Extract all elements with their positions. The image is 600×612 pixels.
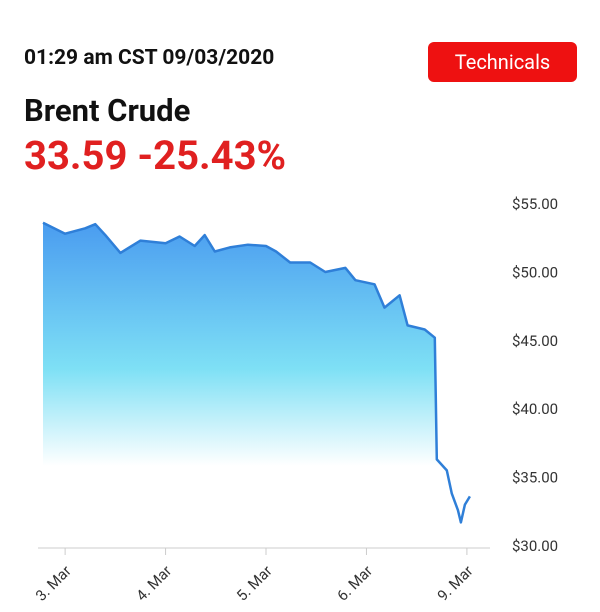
x-tick-label: 6. Mar <box>333 562 376 605</box>
y-tick-label: $30.00 <box>512 537 558 555</box>
line <box>42 221 471 524</box>
instrument-name: Brent Crude <box>24 92 191 129</box>
timestamp: 01:29 am CST 09/03/2020 <box>24 46 275 70</box>
x-tick-label: 4. Mar <box>132 562 175 605</box>
change: -25.43% <box>137 132 287 179</box>
x-tick-label: 5. Mar <box>233 562 276 605</box>
y-tick-label: $40.00 <box>512 400 558 418</box>
y-tick-label: $55.00 <box>512 195 558 213</box>
y-tick-label: $45.00 <box>512 332 558 350</box>
x-tick-label: 3. Mar <box>32 562 75 605</box>
x-tick-label: 9. Mar <box>434 562 477 605</box>
price: 33.59 <box>24 132 128 179</box>
technicals-button[interactable]: Technicals <box>428 42 577 82</box>
y-tick-label: $35.00 <box>512 469 558 487</box>
quote: 33.59 -25.43% <box>24 132 286 179</box>
area <box>43 222 470 548</box>
y-tick-label: $50.00 <box>512 263 558 281</box>
